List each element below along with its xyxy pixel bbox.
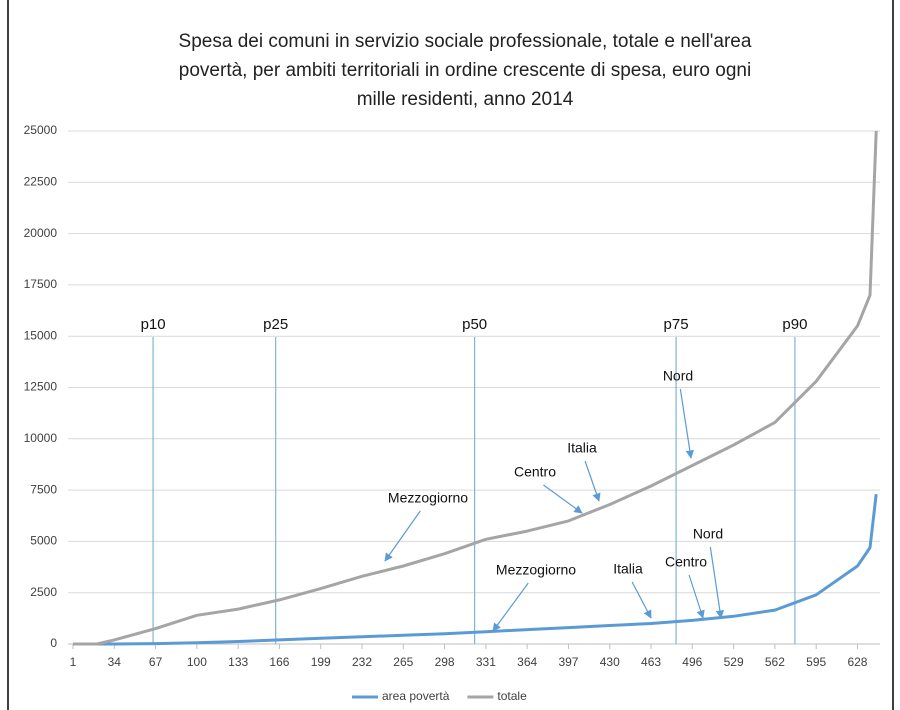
x-tick-label: 298: [435, 655, 455, 669]
legend-label: totale: [497, 689, 527, 703]
annotation: Nord: [693, 526, 723, 542]
y-tick-label: 25000: [24, 123, 58, 137]
x-tick-label: 496: [682, 655, 702, 669]
annotation: Mezzogiorno: [388, 490, 468, 506]
percentile-label: p25: [263, 316, 288, 333]
y-tick-label: 0: [50, 636, 57, 650]
percentile-label: p50: [462, 316, 487, 333]
annotation: Italia: [613, 561, 643, 577]
x-tick-label: 34: [108, 655, 122, 669]
percentile-label: p90: [782, 316, 807, 333]
x-tick-label: 67: [149, 655, 163, 669]
chart-frame: [7, 0, 894, 710]
y-tick-label: 10000: [24, 431, 58, 445]
annotation-arrow: [492, 582, 529, 632]
percentile-label: p75: [664, 316, 689, 333]
legend-label: area povertà: [382, 689, 450, 703]
x-tick-label: 529: [724, 655, 744, 669]
x-tick-label: 463: [641, 655, 661, 669]
annotation-arrow: [709, 546, 725, 619]
chart-title: povertà, per ambiti territoriali in ordi…: [179, 60, 751, 81]
percentile-label: p10: [141, 316, 166, 333]
series-line: [73, 494, 878, 646]
y-tick-label: 17500: [24, 277, 58, 291]
x-tick-label: 364: [517, 655, 537, 669]
annotation: Mezzogiorno: [496, 562, 576, 578]
x-tick-label: 166: [269, 655, 289, 669]
x-tick-label: 133: [228, 655, 248, 669]
x-tick-label: 331: [476, 655, 496, 669]
annotation-arrow: [679, 388, 694, 459]
x-tick-label: 430: [600, 655, 620, 669]
y-tick-label: 22500: [24, 174, 58, 188]
annotation-arrow: [631, 581, 652, 619]
annotation-arrow: [543, 484, 583, 514]
y-tick-label: 2500: [30, 585, 57, 599]
series-line: [73, 130, 878, 646]
x-tick-label: 595: [806, 655, 826, 669]
annotation: Centro: [514, 464, 556, 480]
annotation: Italia: [567, 440, 597, 456]
y-tick-label: 15000: [24, 328, 58, 342]
x-tick-label: 232: [352, 655, 372, 669]
y-tick-label: 5000: [30, 534, 57, 548]
chart-title: Spesa dei comuni in servizio sociale pro…: [179, 31, 752, 52]
annotation-arrow: [688, 574, 705, 619]
annotation-arrow: [384, 510, 421, 562]
annotation: Centro: [665, 554, 707, 570]
y-tick-label: 12500: [24, 380, 58, 394]
y-tick-label: 7500: [30, 482, 57, 496]
y-tick-label: 20000: [24, 226, 58, 240]
x-tick-label: 562: [765, 655, 785, 669]
x-tick-label: 1: [70, 655, 77, 669]
annotation-arrow: [584, 460, 601, 502]
x-tick-label: 397: [558, 655, 578, 669]
annotation: Nord: [663, 368, 693, 384]
x-tick-label: 265: [393, 655, 413, 669]
x-tick-label: 628: [847, 655, 867, 669]
chart-title: mille residenti, anno 2014: [357, 89, 574, 110]
x-tick-label: 199: [311, 655, 331, 669]
x-tick-label: 100: [187, 655, 207, 669]
